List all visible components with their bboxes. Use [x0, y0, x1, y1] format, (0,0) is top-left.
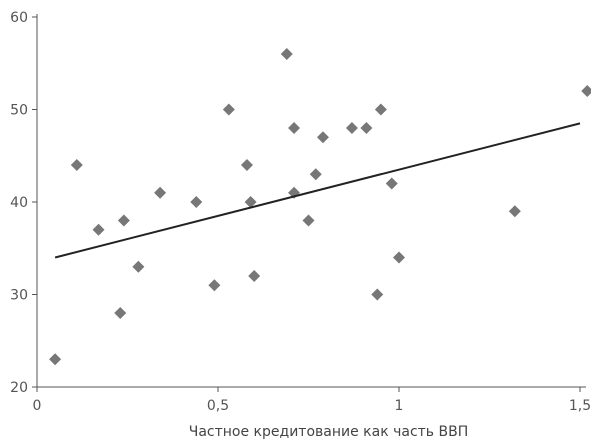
data-points — [49, 48, 591, 366]
y-tick-label: 20 — [10, 380, 28, 396]
x-ticks: 0 0,5 1 1,5 — [33, 387, 591, 414]
x-tick-label: 1,5 — [569, 398, 591, 414]
data-point — [70, 159, 83, 171]
y-tick-label: 40 — [10, 195, 28, 211]
data-point — [240, 159, 253, 171]
trendline — [54, 122, 581, 259]
data-point — [117, 214, 130, 227]
data-point — [92, 223, 105, 236]
data-point — [114, 307, 127, 319]
data-point — [248, 270, 261, 282]
data-point — [385, 177, 398, 190]
data-point — [132, 260, 145, 273]
data-point — [244, 196, 257, 208]
data-point — [309, 168, 322, 181]
data-point — [302, 214, 315, 227]
y-tick-label: 60 — [10, 10, 28, 26]
x-tick-label: 0 — [33, 398, 42, 414]
data-point — [316, 131, 329, 144]
data-point — [190, 196, 203, 208]
y-ticks: 20 30 40 50 60 — [10, 10, 37, 396]
axes — [36, 14, 586, 388]
data-point — [393, 251, 405, 264]
x-tick-label: 1 — [395, 398, 404, 414]
data-point — [508, 205, 521, 218]
data-point — [208, 279, 221, 292]
y-tick-label: 50 — [10, 103, 28, 119]
x-axis-label: Частное кредитование как часть ВВП — [189, 424, 469, 440]
data-point — [374, 103, 387, 116]
data-point — [280, 48, 293, 60]
data-point — [288, 122, 301, 134]
data-point — [154, 186, 167, 199]
y-tick-label: 30 — [10, 288, 28, 304]
data-point — [222, 103, 235, 116]
data-point — [371, 288, 384, 301]
data-point — [49, 353, 62, 366]
data-point — [345, 122, 358, 134]
data-point — [581, 85, 591, 97]
data-point — [360, 122, 373, 134]
x-tick-label: 0,5 — [207, 398, 229, 414]
